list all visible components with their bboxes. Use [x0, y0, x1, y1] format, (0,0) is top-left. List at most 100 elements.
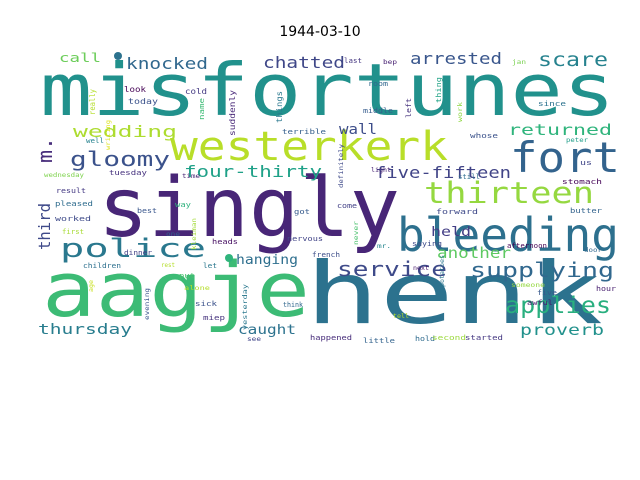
word-started: started — [465, 334, 503, 342]
word-us: us — [580, 159, 592, 167]
word-thursday: thursday — [38, 322, 132, 338]
word-bep: bep — [383, 59, 397, 66]
word-potatoes: potatoes — [439, 255, 446, 287]
word-m: m. — [33, 137, 57, 163]
word-stomach: stomach — [562, 178, 602, 186]
word-children: children — [83, 262, 121, 270]
word-held: held — [431, 225, 471, 240]
word-one: one — [166, 231, 180, 238]
word-dinner: dinner — [124, 249, 152, 257]
word-call: call — [59, 51, 101, 65]
word-things: things — [275, 91, 284, 123]
word-forward: forward — [436, 208, 478, 216]
word-pleased: pleased — [55, 200, 93, 208]
word-think: think — [283, 301, 304, 309]
word-got: got — [294, 208, 310, 216]
word-applies: applies — [505, 293, 611, 319]
word-see: see — [247, 336, 261, 343]
word-five-fifteen: five-fifteen — [375, 163, 511, 182]
word-hour: hour — [596, 285, 616, 293]
word-suddenly: suddenly — [228, 90, 237, 136]
word-terrible: terrible — [282, 128, 326, 136]
word-saying: saying — [412, 240, 442, 248]
word-door: door — [584, 247, 602, 254]
word-thirteen: thirteen — [424, 176, 594, 210]
word-put: put — [179, 272, 195, 280]
word-another: another — [437, 244, 511, 262]
word-scare: scare — [538, 49, 608, 71]
word-today: today — [128, 97, 158, 106]
word-returned: returned — [508, 121, 612, 139]
word-evening: evening — [144, 288, 151, 320]
word-never: never — [353, 220, 360, 245]
word-name: name — [198, 98, 206, 120]
word-middle: middle — [363, 107, 393, 115]
word-henk: henk — [305, 244, 603, 344]
word-third: third — [35, 203, 54, 250]
word-cold: cold — [185, 87, 207, 96]
word-little: little — [363, 337, 395, 345]
word-thing: thing — [435, 77, 443, 103]
word-five: five — [537, 289, 557, 297]
word-westerkerk: westerkerk — [170, 124, 448, 170]
chart-title: 1944-03-10 — [279, 24, 361, 40]
word-come: come — [337, 202, 357, 210]
word-worked: worked — [55, 215, 91, 223]
word-french: french — [312, 251, 340, 259]
word-service: service — [337, 257, 447, 281]
word-butter: butter — [570, 207, 602, 215]
word-bleeding: bleeding — [397, 208, 619, 262]
word-mr: mr. — [377, 243, 391, 250]
word-hold: hold — [415, 335, 435, 343]
word-hanging: hanging — [236, 253, 298, 268]
word-miep: miep — [203, 314, 225, 322]
word-knocked: knocked — [126, 54, 208, 73]
word-way: way — [175, 201, 191, 209]
word-alone: alone — [184, 285, 211, 292]
word-well: well — [86, 137, 104, 145]
word-tell: tell — [393, 313, 409, 320]
word-someone: someone — [511, 282, 546, 289]
word-age: age — [88, 280, 95, 292]
word-left: left — [405, 98, 413, 118]
word-second: second — [432, 334, 466, 342]
word-misfortunes: misfortunes — [40, 48, 615, 132]
word-heads: heads — [212, 238, 238, 246]
word-light: light — [371, 167, 391, 174]
word-awful: awful — [527, 299, 553, 307]
word-look: look — [124, 85, 146, 94]
word-let: let — [203, 262, 217, 270]
word-room: room — [368, 80, 388, 88]
word-supplying: supplying — [470, 258, 614, 282]
word-last: last — [344, 57, 362, 65]
word-kleiman: kleiman — [191, 218, 198, 250]
word-time: time — [182, 173, 200, 180]
word-result: result — [56, 187, 86, 195]
word-aagje: aagje — [42, 245, 310, 334]
word-definitely: definitely — [338, 144, 345, 188]
word-police: police — [60, 234, 206, 264]
word-writing: writing — [105, 120, 112, 150]
word-since: since — [538, 100, 566, 108]
word-wedding: wedding — [73, 122, 177, 141]
word-fort: fort — [510, 133, 620, 182]
word-proverb: proverb — [520, 321, 604, 339]
word-sick: sick — [195, 300, 218, 308]
word-next: next — [413, 265, 429, 272]
cloud-dot — [225, 254, 233, 262]
word-tuesday: tuesday — [109, 169, 147, 177]
word-wall: wall — [339, 122, 377, 138]
word-yesterday: yesterday — [242, 283, 249, 330]
word-singly: singly — [98, 161, 400, 256]
word-jan: jan — [512, 59, 526, 66]
word-still: still — [458, 173, 480, 181]
word-really: really — [88, 89, 97, 115]
word-rest: rest — [161, 262, 175, 269]
word-first: first — [62, 228, 84, 236]
word-gloomy: gloomy — [70, 147, 170, 171]
word-caught: caught — [238, 323, 296, 338]
word-four-thirty: four-thirty — [184, 162, 322, 181]
word-wednesday: wednesday — [44, 172, 84, 179]
word-nervous: nervous — [287, 235, 323, 243]
